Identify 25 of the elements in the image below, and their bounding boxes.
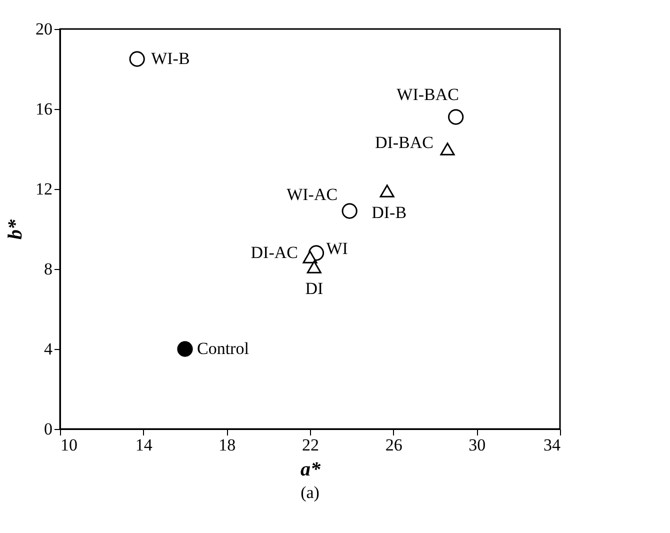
text: (a) [300, 483, 320, 502]
x-axis-title: a* [300, 458, 322, 480]
y-tick-label: 12 [36, 180, 52, 198]
y-tick-label: 4 [44, 340, 53, 358]
annotation: DI-BAC [374, 133, 434, 152]
annotation: DI-B [372, 203, 407, 222]
annotation: DI [305, 279, 324, 298]
x-tick-label: 26 [385, 436, 402, 454]
annotation: Control [197, 339, 250, 358]
x-tick-label: 10 [60, 436, 78, 454]
x-tick-label: 22 [302, 436, 319, 454]
annotation: WI-B [151, 49, 190, 68]
x-tick-label: 30 [468, 436, 486, 454]
y-tick-label: 8 [44, 260, 52, 278]
y-tick-label: 0 [44, 420, 52, 438]
y-tick-label: 16 [36, 100, 52, 118]
x-tick-label: 18 [218, 436, 236, 454]
annotation: DI-AC [250, 243, 298, 262]
annotation: WI [326, 239, 348, 258]
x-tick-label: 14 [135, 436, 153, 454]
y-tick-label: 20 [36, 20, 52, 38]
y-axis-title: b* [4, 218, 26, 240]
annotation: WI-BAC [396, 85, 459, 104]
annotation: WI-AC [286, 185, 338, 204]
x-tick-label: 34 [544, 436, 561, 454]
